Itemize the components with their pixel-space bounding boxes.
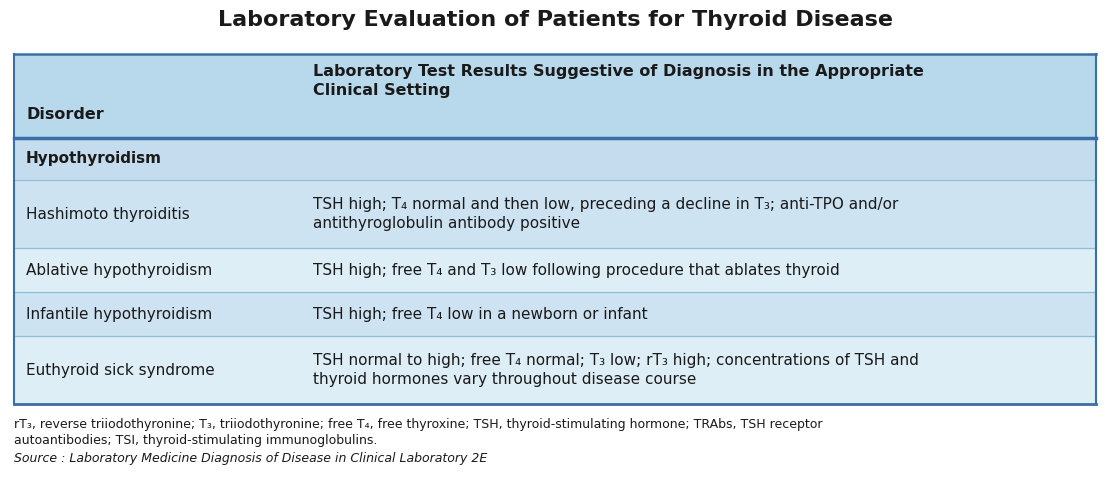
Bar — [14, 138, 1096, 180]
Text: Laboratory Test Results Suggestive of Diagnosis in the Appropriate
Clinical Sett: Laboratory Test Results Suggestive of Di… — [313, 64, 924, 98]
Bar — [14, 54, 1096, 138]
Text: rT₃, reverse triiodothyronine; T₃, triiodothyronine; free T₄, free thyroxine; TS: rT₃, reverse triiodothyronine; T₃, triio… — [14, 418, 823, 431]
Bar — [14, 292, 1096, 336]
Text: TSH high; T₄ normal and then low, preceding a decline in T₃; anti-TPO and/or
ant: TSH high; T₄ normal and then low, preced… — [313, 197, 898, 231]
Text: TSH high; free T₄ and T₃ low following procedure that ablates thyroid: TSH high; free T₄ and T₃ low following p… — [313, 263, 839, 277]
Text: Hypothyroidism: Hypothyroidism — [26, 151, 162, 167]
Text: TSH high; free T₄ low in a newborn or infant: TSH high; free T₄ low in a newborn or in… — [313, 307, 647, 321]
Text: Ablative hypothyroidism: Ablative hypothyroidism — [26, 263, 212, 277]
Text: TSH normal to high; free T₄ normal; T₃ low; rT₃ high; concentrations of TSH and
: TSH normal to high; free T₄ normal; T₃ l… — [313, 353, 919, 387]
Text: Euthyroid sick syndrome: Euthyroid sick syndrome — [26, 363, 214, 377]
Text: Disorder: Disorder — [26, 107, 103, 122]
Text: Laboratory Evaluation of Patients for Thyroid Disease: Laboratory Evaluation of Patients for Th… — [218, 10, 892, 30]
Bar — [14, 336, 1096, 404]
Bar — [14, 248, 1096, 292]
Bar — [14, 180, 1096, 248]
Text: Source : Laboratory Medicine Diagnosis of Disease in Clinical Laboratory 2E: Source : Laboratory Medicine Diagnosis o… — [14, 452, 487, 465]
Text: autoantibodies; TSI, thyroid-stimulating immunoglobulins.: autoantibodies; TSI, thyroid-stimulating… — [14, 434, 377, 447]
Text: Hashimoto thyroiditis: Hashimoto thyroiditis — [26, 206, 190, 221]
Text: Infantile hypothyroidism: Infantile hypothyroidism — [26, 307, 212, 321]
